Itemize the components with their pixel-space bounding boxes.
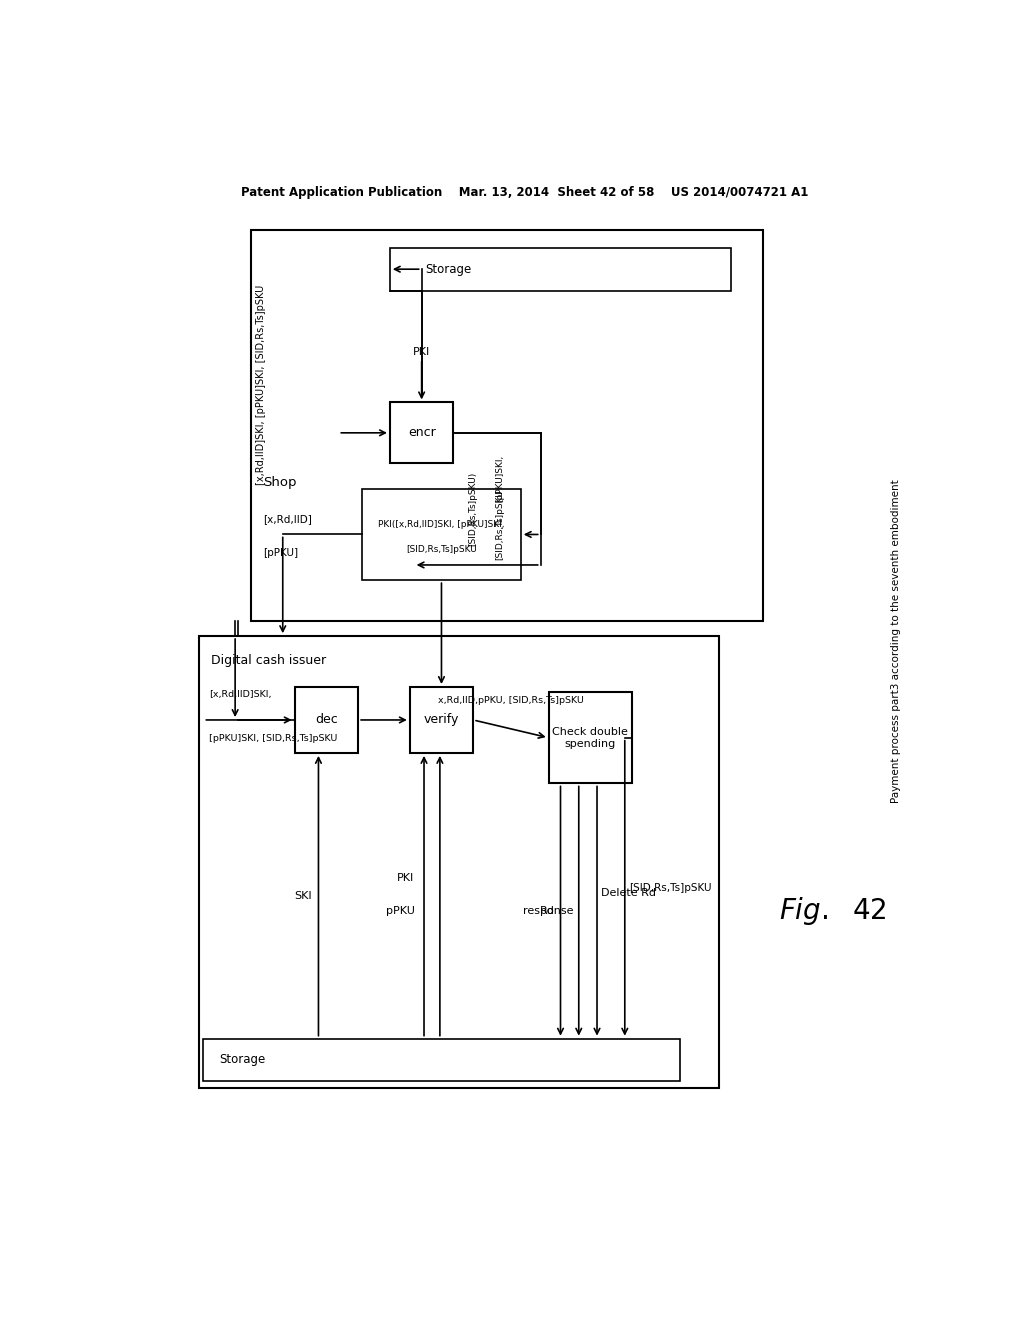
- Text: dec: dec: [315, 714, 338, 726]
- Text: Patent Application Publication    Mar. 13, 2014  Sheet 42 of 58    US 2014/00747: Patent Application Publication Mar. 13, …: [241, 186, 809, 199]
- Text: [SID,Rs,Ts]pSKU: [SID,Rs,Ts]pSKU: [495, 488, 504, 560]
- Text: $\mathit{Fig.}$  $\mathit{42}$: $\mathit{Fig.}$ $\mathit{42}$: [778, 895, 887, 927]
- FancyBboxPatch shape: [251, 230, 763, 620]
- Text: PKI: PKI: [397, 873, 415, 883]
- Text: Delete Rd: Delete Rd: [601, 888, 656, 898]
- Text: Storage: Storage: [426, 263, 472, 276]
- FancyBboxPatch shape: [390, 403, 454, 463]
- Text: Digital cash issuer: Digital cash issuer: [211, 655, 327, 668]
- Text: [pPKU]SKI, [SID,Rs,Ts]pSKU: [pPKU]SKI, [SID,Rs,Ts]pSKU: [209, 734, 337, 743]
- Text: x,Rd,IID,pPKU, [SID,Rs,Ts]pSKU: x,Rd,IID,pPKU, [SID,Rs,Ts]pSKU: [438, 696, 584, 705]
- FancyBboxPatch shape: [295, 686, 358, 752]
- Text: SKI: SKI: [295, 891, 312, 900]
- Text: [pPKU]: [pPKU]: [263, 548, 298, 558]
- Text: response: response: [522, 906, 573, 916]
- Text: [SID,Rs,Ts]pSKU): [SID,Rs,Ts]pSKU): [469, 473, 478, 546]
- Text: encr: encr: [408, 426, 435, 440]
- Text: pPKU: pPKU: [386, 906, 415, 916]
- Text: [x,Rd,IID]SKI, [pPKU]SKI, [SID,Rs,Ts]pSKU: [x,Rd,IID]SKI, [pPKU]SKI, [SID,Rs,Ts]pSK…: [256, 284, 265, 484]
- FancyBboxPatch shape: [200, 636, 719, 1089]
- Text: Shop: Shop: [263, 475, 296, 488]
- Text: [x,Rd,IID]SKI,: [x,Rd,IID]SKI,: [209, 690, 271, 700]
- Text: PKI: PKI: [413, 347, 430, 356]
- FancyBboxPatch shape: [362, 488, 521, 581]
- FancyBboxPatch shape: [549, 692, 632, 784]
- FancyBboxPatch shape: [204, 1039, 680, 1081]
- FancyBboxPatch shape: [410, 686, 473, 752]
- Text: Payment process part3 according to the seventh embodiment: Payment process part3 according to the s…: [891, 479, 901, 803]
- Text: verify: verify: [424, 714, 459, 726]
- Text: [SID,Rs,Ts]pSKU: [SID,Rs,Ts]pSKU: [629, 883, 712, 894]
- FancyBboxPatch shape: [390, 248, 731, 290]
- Text: Rd: Rd: [540, 906, 555, 916]
- Text: [SID,Rs,Ts]pSKU: [SID,Rs,Ts]pSKU: [407, 545, 477, 554]
- Text: Check double
spending: Check double spending: [552, 727, 628, 748]
- Text: Storage: Storage: [219, 1053, 265, 1067]
- Text: [x,Rd,IID]: [x,Rd,IID]: [263, 515, 311, 524]
- Text: [pPKU]SKI,: [pPKU]SKI,: [495, 455, 504, 502]
- Text: PKI([x,Rd,IID]SKI, [pPKU]SKI,: PKI([x,Rd,IID]SKI, [pPKU]SKI,: [378, 520, 505, 529]
